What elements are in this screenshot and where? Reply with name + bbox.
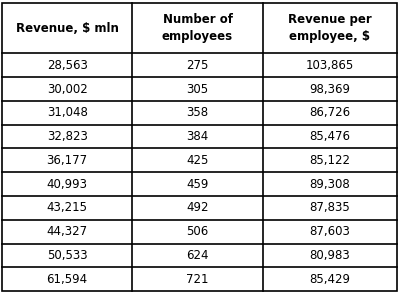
Text: 32,823: 32,823 [47,130,88,143]
Text: 89,308: 89,308 [310,178,350,191]
Text: 358: 358 [186,106,209,119]
Text: 44,327: 44,327 [47,225,88,238]
Text: 87,603: 87,603 [309,225,350,238]
Text: 61,594: 61,594 [47,273,88,286]
Text: 85,476: 85,476 [309,130,350,143]
Text: 506: 506 [186,225,209,238]
Text: 85,122: 85,122 [309,154,350,167]
Text: 86,726: 86,726 [309,106,350,119]
Text: 492: 492 [186,201,209,214]
Text: 30,002: 30,002 [47,83,87,96]
Text: 50,533: 50,533 [47,249,87,262]
Text: 98,369: 98,369 [309,83,350,96]
Text: 80,983: 80,983 [310,249,350,262]
Text: 87,835: 87,835 [310,201,350,214]
Text: 31,048: 31,048 [47,106,88,119]
Text: 459: 459 [186,178,209,191]
Text: Revenue per
employee, $: Revenue per employee, $ [288,13,372,43]
Text: Number of
employees: Number of employees [162,13,233,43]
Text: 384: 384 [186,130,209,143]
Text: 43,215: 43,215 [47,201,88,214]
Text: 85,429: 85,429 [309,273,350,286]
Text: 275: 275 [186,59,209,72]
Text: 40,993: 40,993 [47,178,88,191]
Text: 305: 305 [186,83,209,96]
Text: 28,563: 28,563 [47,59,88,72]
Text: 721: 721 [186,273,209,286]
Text: Revenue, $ mln: Revenue, $ mln [16,22,119,35]
Text: 36,177: 36,177 [47,154,88,167]
Text: 103,865: 103,865 [306,59,354,72]
Text: 425: 425 [186,154,209,167]
Text: 624: 624 [186,249,209,262]
